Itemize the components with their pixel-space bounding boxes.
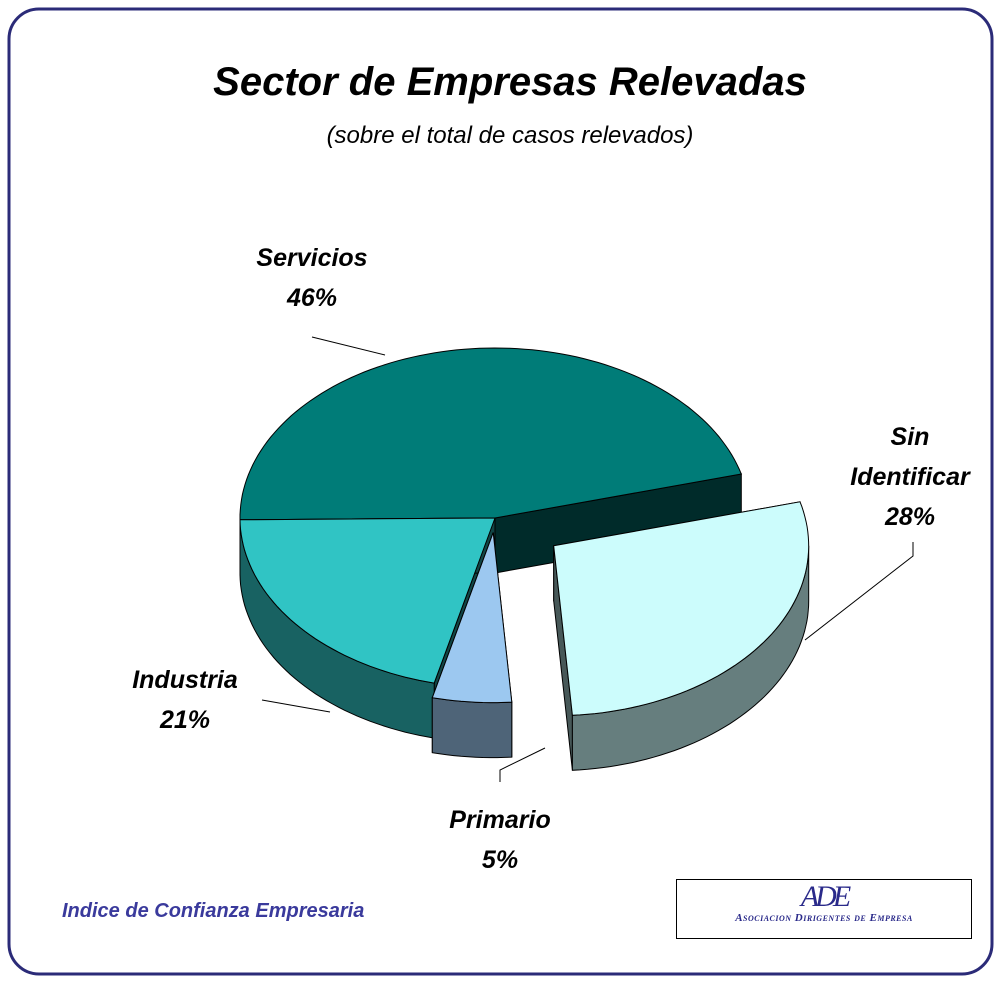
slice <box>553 501 810 716</box>
leader-line <box>804 542 914 641</box>
footer: Indice de Confianza Empresaria <box>62 900 365 922</box>
slice-label: Servicios 46% <box>232 238 392 318</box>
slice <box>239 517 496 684</box>
slice-side <box>431 697 513 759</box>
slice <box>431 532 513 704</box>
slice-label: Primario 5% <box>420 800 580 880</box>
category-label: Sin Identificar <box>850 423 970 491</box>
logo-mark: ADE <box>800 880 851 913</box>
logo-text: Asociacion Dirigentes de Empresa <box>735 912 913 924</box>
leader-line <box>261 699 331 713</box>
slice-label: Sin Identificar 28% <box>820 417 1000 537</box>
leader-line <box>311 336 386 356</box>
slice-label: Industria 21% <box>100 660 270 740</box>
value-label: 46% <box>286 284 338 312</box>
chart-subtitle: (sobre el total de casos relevados) <box>326 122 694 149</box>
category-label: Servicios <box>256 244 368 272</box>
slice <box>239 347 743 521</box>
category-label: Industria <box>132 666 238 694</box>
value-label: 28% <box>884 503 936 531</box>
leader-line <box>499 747 546 782</box>
value-label: 21% <box>159 706 211 734</box>
logo: ADE Asociacion Dirigentes de Empresa <box>676 879 972 939</box>
category-label: Primario <box>449 806 551 834</box>
chart-title: Sector de Empresas Relevadas <box>213 60 807 104</box>
value-label: 5% <box>481 846 519 874</box>
pie <box>239 347 810 771</box>
